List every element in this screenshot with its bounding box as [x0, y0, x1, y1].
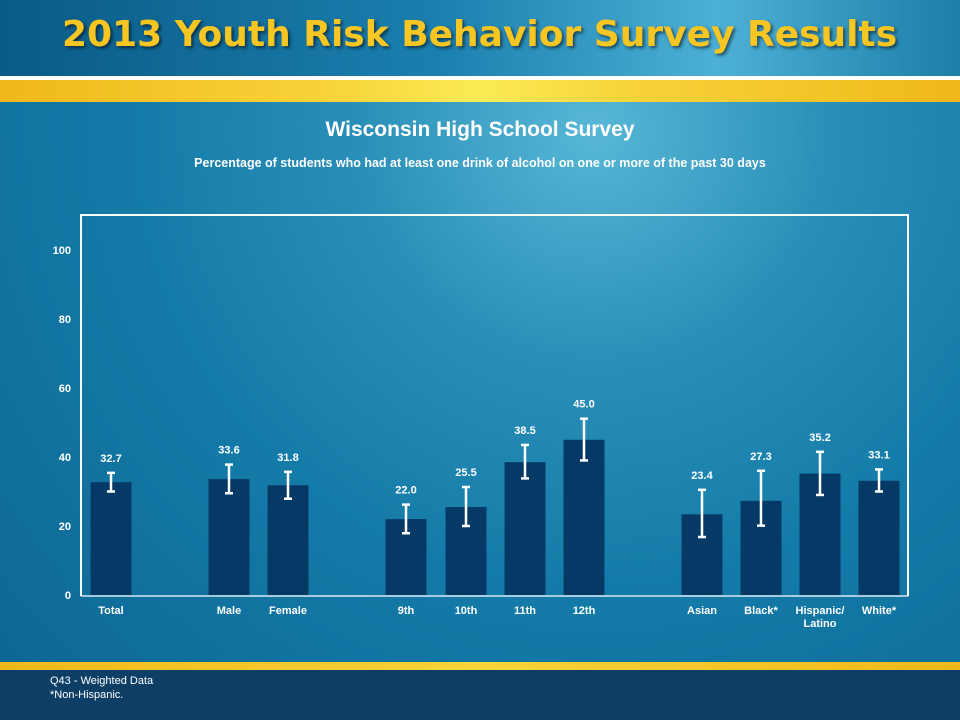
footer-note-data: Q43 - Weighted Data — [50, 675, 154, 687]
bar — [563, 439, 605, 595]
bar — [208, 479, 250, 595]
x-tick-label: Total — [98, 605, 123, 617]
bar — [90, 482, 132, 595]
data-label: 31.8 — [277, 452, 298, 464]
y-tick-label: 40 — [59, 452, 71, 464]
header-divider-line — [0, 76, 960, 80]
x-tick-label: Male — [217, 605, 241, 617]
bar — [504, 462, 546, 595]
data-label: 27.3 — [750, 451, 771, 463]
data-label: 45.0 — [573, 399, 594, 411]
x-tick-label: Female — [269, 605, 307, 617]
data-label: 32.7 — [100, 453, 121, 465]
x-tick-label: 10th — [455, 605, 478, 617]
bar — [267, 485, 309, 595]
chart-subtitle: Percentage of students who had at least … — [194, 156, 766, 170]
chart-title: Wisconsin High School Survey — [325, 118, 635, 141]
y-tick-label: 80 — [59, 314, 71, 326]
y-tick-label: 0 — [65, 590, 71, 602]
x-tick-label: Black* — [744, 605, 778, 617]
y-tick-label: 60 — [59, 383, 71, 395]
x-tick-label: 11th — [514, 605, 536, 617]
data-label: 35.2 — [809, 432, 830, 444]
footer-gold-band — [0, 662, 960, 670]
data-label: 33.1 — [868, 449, 889, 461]
x-tick-label: 9th — [398, 605, 415, 617]
data-label: 33.6 — [218, 445, 239, 457]
header-band — [0, 0, 960, 76]
data-label: 23.4 — [691, 470, 713, 482]
x-tick-label: 12th — [573, 605, 596, 617]
x-tick-label: Hispanic/Latino — [796, 605, 845, 630]
plot-frame — [80, 214, 909, 596]
main-title: 2013 Youth Risk Behavior Survey Results — [62, 14, 898, 55]
x-tick-label: Asian — [687, 605, 717, 617]
y-tick-label: 100 — [53, 245, 71, 257]
x-tick-label: White* — [862, 605, 897, 617]
bar — [858, 480, 900, 595]
data-label: 22.0 — [395, 485, 416, 497]
y-tick-label: 20 — [59, 521, 71, 533]
data-label: 25.5 — [455, 467, 476, 479]
footer-note-nonhispanic: *Non-Hispanic. — [50, 689, 124, 701]
gold-accent-band — [0, 80, 960, 102]
footer-band — [0, 670, 960, 720]
data-label: 38.5 — [514, 425, 535, 437]
